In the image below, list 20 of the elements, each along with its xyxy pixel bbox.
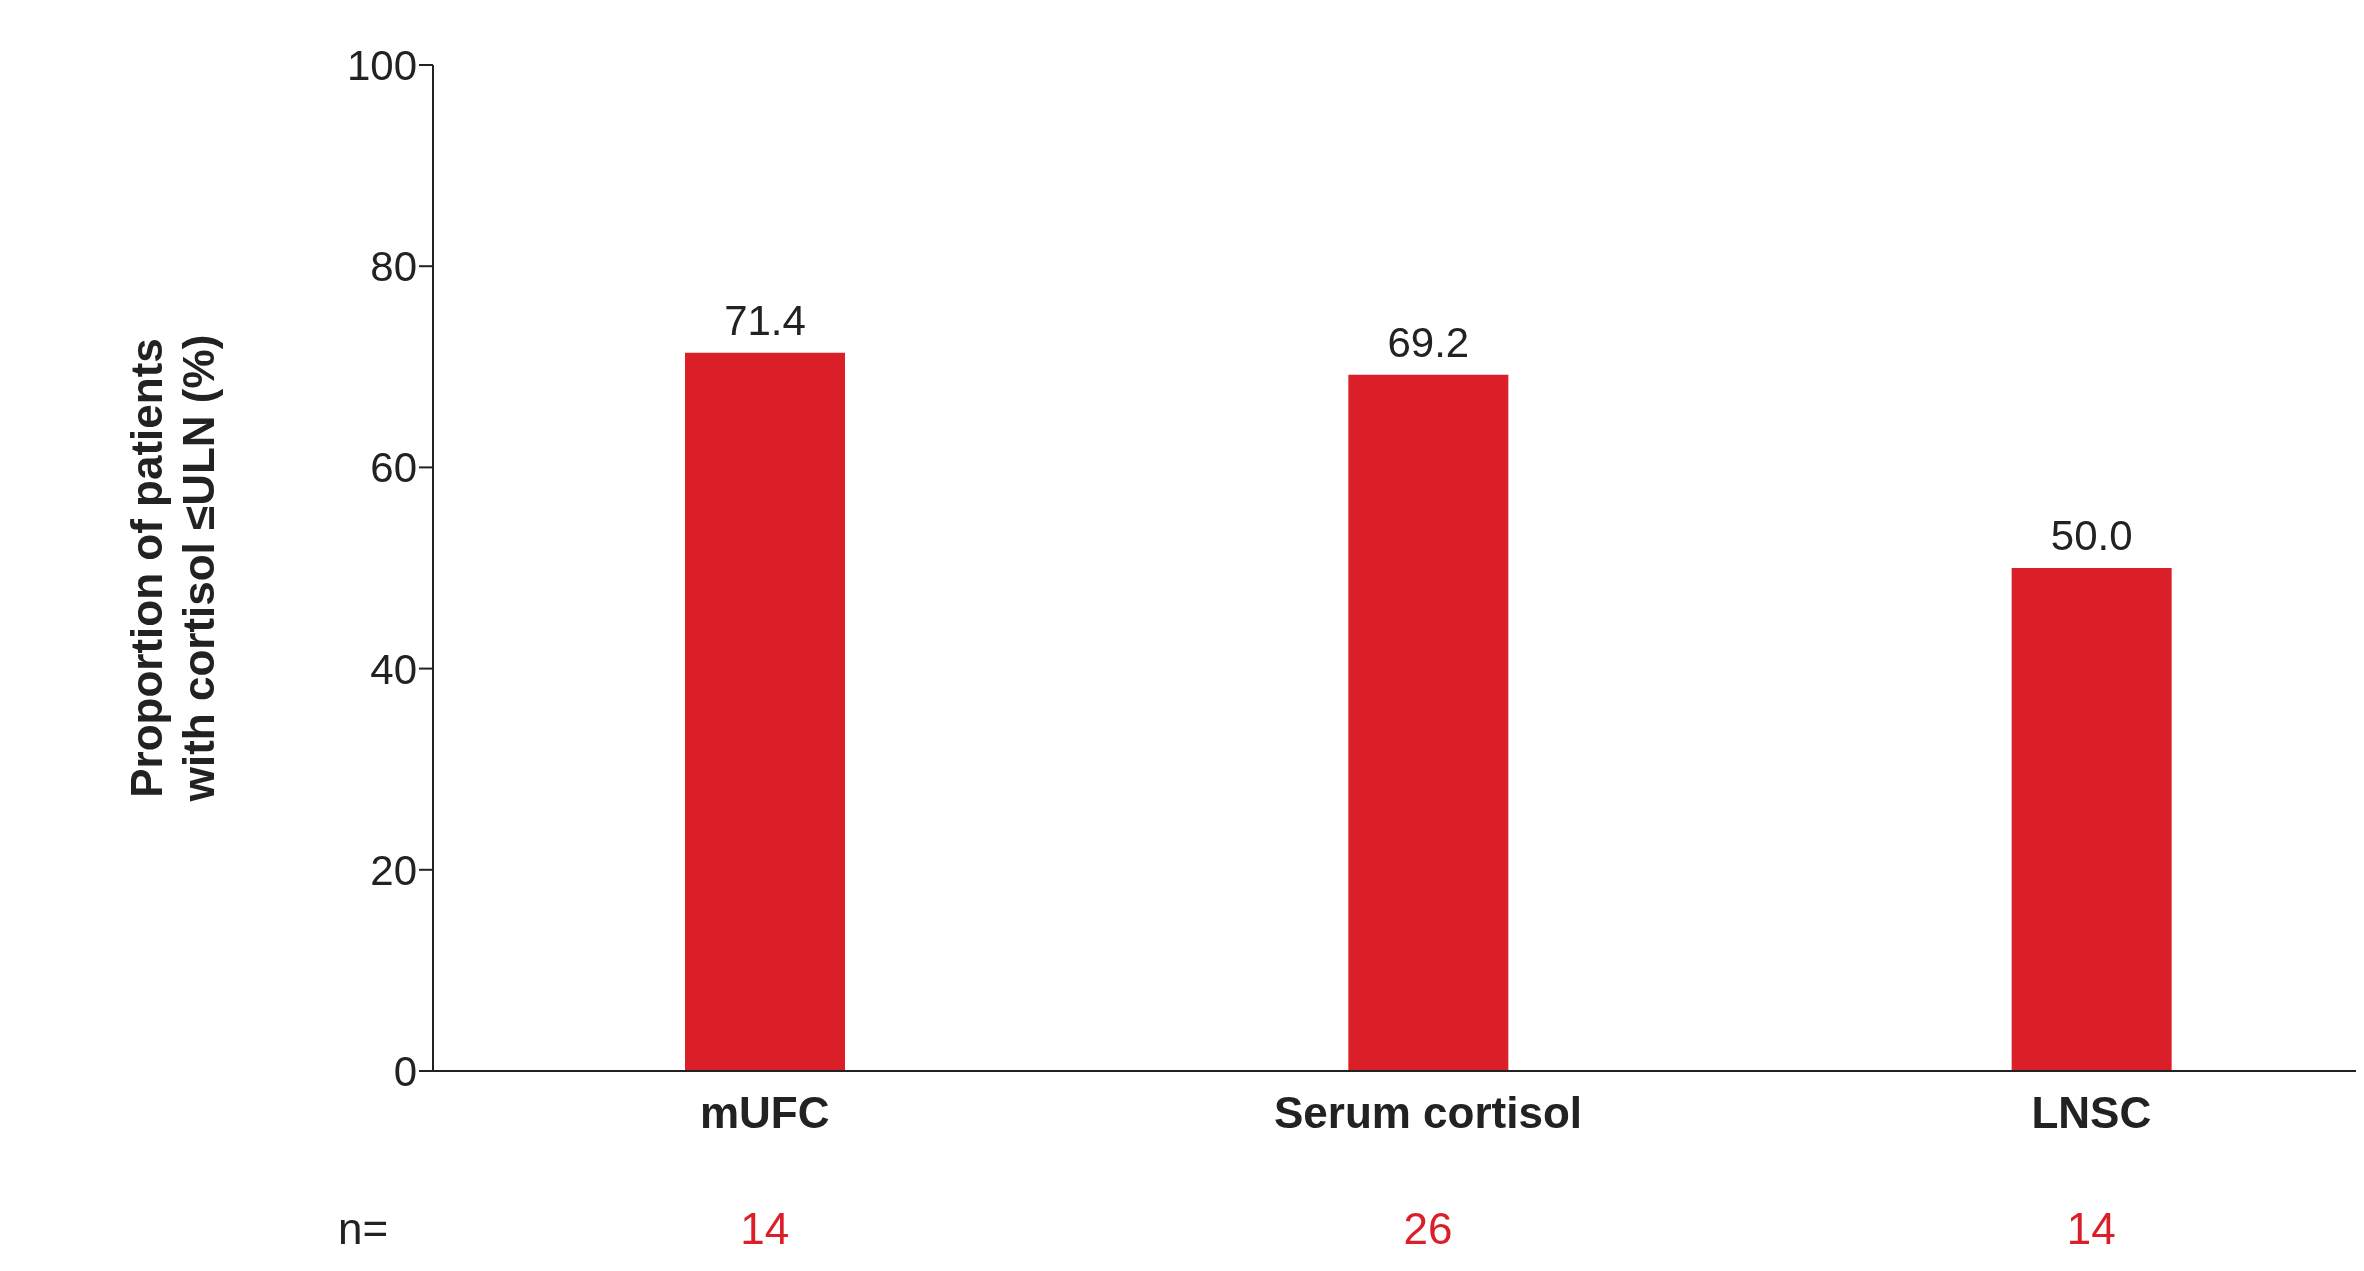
y-axis-title: Proportion of patients with cortisol ≤ULN (%) xyxy=(122,334,223,803)
text: n= xyxy=(337,1204,389,1253)
data-label: 50.0 xyxy=(2050,512,2133,559)
bar xyxy=(1348,374,1509,1071)
data-label: 71.4 xyxy=(724,296,806,344)
data-label: 69.2 xyxy=(1387,318,1470,366)
y-tick-label: 60 xyxy=(370,444,417,492)
text: 26 xyxy=(1403,1204,1453,1253)
bar xyxy=(685,352,845,1071)
bar xyxy=(2011,568,2172,1071)
x-tick-label: LNSC xyxy=(2031,1088,2152,1138)
text: 14 xyxy=(2066,1204,2116,1253)
y-tick-label: 0 xyxy=(393,1047,417,1095)
y-tick-label: 100 xyxy=(346,41,417,89)
x-tick-label: mUFC xyxy=(699,1088,830,1138)
x-tick-label: Serum cortisol xyxy=(1273,1088,1583,1138)
y-tick-label: 80 xyxy=(370,243,417,291)
y-tick-label: 40 xyxy=(370,645,417,693)
y-tick-label: 20 xyxy=(370,846,417,894)
text: 14 xyxy=(740,1204,790,1253)
